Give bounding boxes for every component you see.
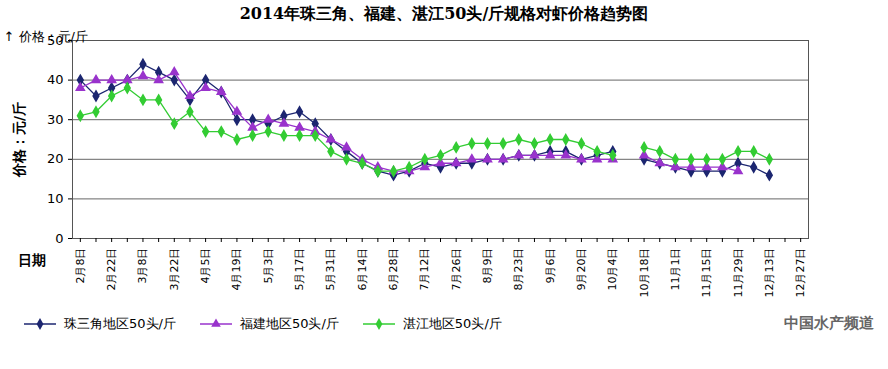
html-text:珠三角地区50头/斤: 珠三角地区50头/斤 xyxy=(64,315,176,331)
svg-text:3月8日: 3月8日 xyxy=(136,248,149,284)
svg-text:2月8日: 2月8日 xyxy=(74,248,87,284)
svg-text:10月18日: 10月18日 xyxy=(638,248,651,298)
svg-text:6月14日: 6月14日 xyxy=(356,248,369,291)
svg-text:11月1日: 11月1日 xyxy=(669,248,682,291)
html-text:湛江地区50头/斤: 湛江地区50头/斤 xyxy=(402,315,502,331)
svg-text:4月19日: 4月19日 xyxy=(230,248,243,291)
html-text:2014年珠三角、福建、湛江50头/斤规格对虾价格趋势图: 2014年珠三角、福建、湛江50头/斤规格对虾价格趋势图 xyxy=(239,4,649,23)
svg-text:5月17日: 5月17日 xyxy=(293,248,306,291)
svg-text:↑ 价格：元/斤: ↑ 价格：元/斤 xyxy=(4,29,88,44)
svg-text:7月26日: 7月26日 xyxy=(450,248,463,291)
svg-text:12月27日: 12月27日 xyxy=(794,248,807,298)
svg-text:7月12日: 7月12日 xyxy=(418,248,431,291)
svg-text:9月20日: 9月20日 xyxy=(575,248,588,291)
svg-text:2月22日: 2月22日 xyxy=(105,248,118,291)
svg-text:30: 30 xyxy=(47,112,64,127)
svg-text:20: 20 xyxy=(47,151,64,166)
html-text:中国水产频道: 中国水产频道 xyxy=(784,314,874,332)
svg-text:11月29日: 11月29日 xyxy=(732,248,745,298)
svg-text:8月23日: 8月23日 xyxy=(512,248,525,291)
svg-text:5月31日: 5月31日 xyxy=(324,248,337,291)
svg-text:6月28日: 6月28日 xyxy=(387,248,400,291)
svg-text:10: 10 xyxy=(47,191,64,206)
svg-text:5月3日: 5月3日 xyxy=(262,248,275,284)
svg-text:4月5日: 4月5日 xyxy=(199,248,212,284)
svg-text:10月4日: 10月4日 xyxy=(606,248,619,291)
svg-text:0: 0 xyxy=(55,231,63,246)
html-text:日期: 日期 xyxy=(18,252,46,268)
svg-text:3月22日: 3月22日 xyxy=(168,248,181,291)
svg-text:8月9日: 8月9日 xyxy=(481,248,494,284)
svg-text:11月15日: 11月15日 xyxy=(700,248,713,298)
svg-text:40: 40 xyxy=(47,72,64,87)
html-text:福建地区50头/斤: 福建地区50头/斤 xyxy=(239,315,339,331)
svg-text:12月13日: 12月13日 xyxy=(763,248,776,298)
svg-text:9月6日: 9月6日 xyxy=(544,248,557,284)
svg-text:价格：元/斤: 价格：元/斤 xyxy=(11,102,27,178)
